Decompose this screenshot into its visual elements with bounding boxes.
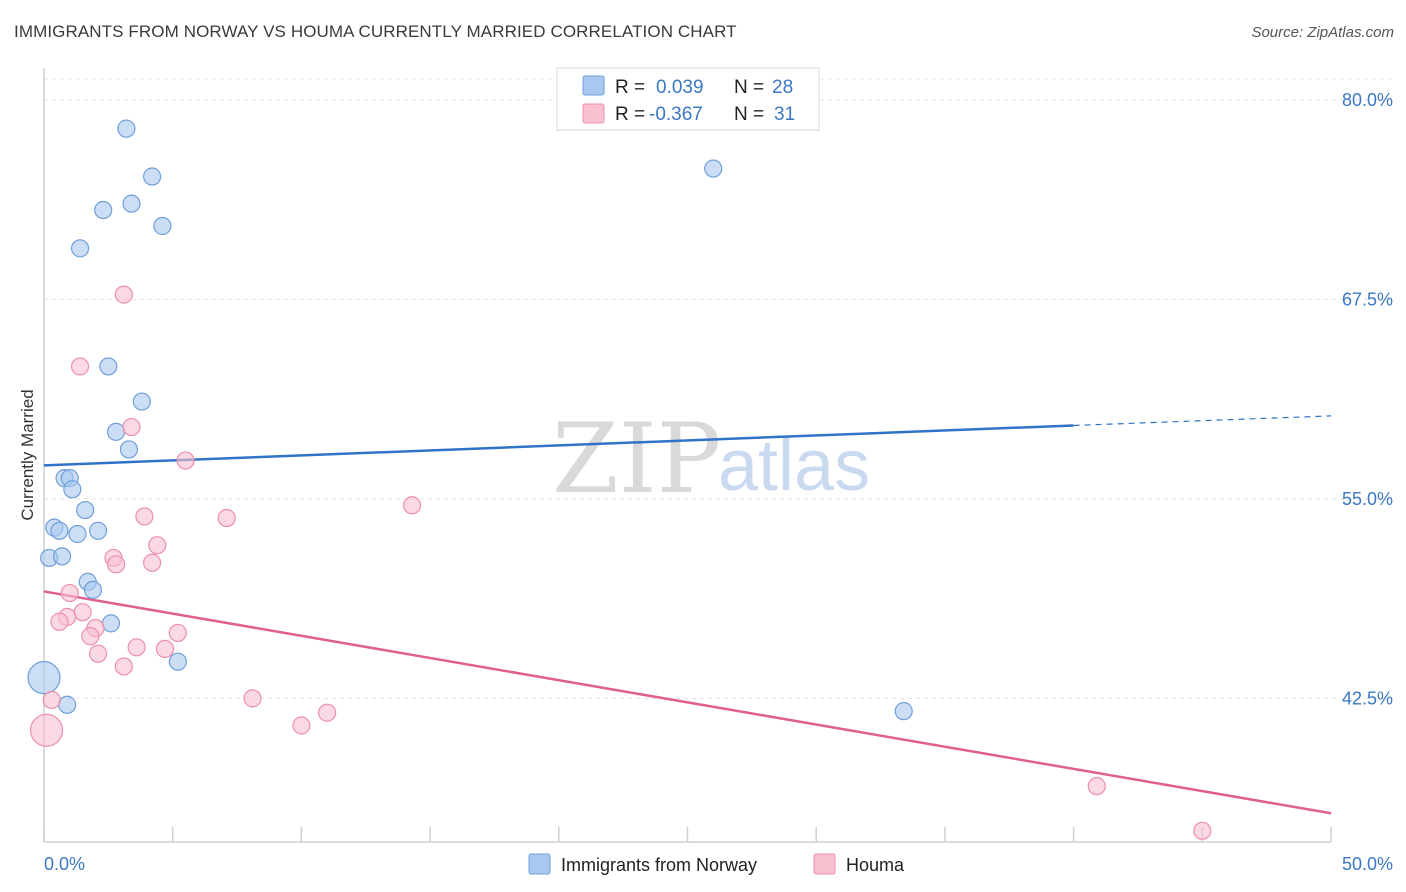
series-legend-label-norway: Immigrants from Norway [561, 855, 757, 875]
point-houma [42, 690, 61, 710]
point-houma [88, 644, 108, 663]
point-houma [29, 713, 64, 747]
point-houma [70, 357, 90, 376]
point-houma [155, 639, 175, 658]
legend-swatch-norway [582, 75, 605, 96]
point-norway [68, 524, 87, 544]
y-tick-label: 80.0% [1342, 90, 1393, 110]
point-houma [176, 451, 195, 470]
y-tick-label: 67.5% [1342, 289, 1393, 309]
watermark-zip: ZIP [552, 403, 721, 515]
point-houma [122, 417, 141, 437]
legend-n-value-norway: 28 [772, 77, 793, 98]
point-norway [52, 547, 72, 566]
point-norway [132, 392, 151, 411]
point-houma [143, 553, 162, 572]
point-norway [119, 440, 139, 459]
point-houma [292, 716, 311, 735]
y-tick-label: 42.5% [1342, 688, 1393, 708]
point-houma [60, 583, 79, 603]
legend-r-label-norway: R = [615, 77, 645, 98]
data-points [27, 119, 1212, 840]
legend-r-value-norway: 0.039 [656, 77, 704, 98]
point-norway [117, 119, 136, 138]
trend-line-houma [43, 590, 1332, 815]
point-houma [106, 555, 126, 574]
point-norway [27, 661, 61, 695]
point-houma [217, 508, 236, 528]
series-legend: Immigrants from Norway Houma [528, 853, 905, 875]
point-houma [168, 623, 187, 643]
point-norway [106, 422, 126, 441]
point-houma [1087, 777, 1106, 796]
point-houma [114, 285, 133, 304]
correlation-legend: R = 0.039 N = 28 R = -0.367 N = 31 [556, 67, 820, 131]
point-houma [318, 703, 337, 722]
point-norway [153, 216, 172, 236]
trend-line-norway-extension [1073, 415, 1332, 427]
trend-lines [43, 415, 1332, 815]
x-tick-marks [43, 827, 1332, 842]
series-legend-swatch-norway [528, 853, 551, 875]
point-houma [73, 603, 92, 622]
point-houma [1193, 821, 1212, 840]
point-norway [894, 702, 913, 721]
point-norway [58, 695, 77, 714]
point-norway [63, 480, 82, 499]
point-houma [148, 536, 167, 555]
x-tick-label-max: 50.0% [1342, 854, 1393, 874]
x-tick-label-min: 0.0% [44, 854, 85, 874]
series-legend-swatch-houma [813, 853, 836, 875]
chart-title: IMMIGRANTS FROM NORWAY VS HOUMA CURRENTL… [14, 22, 737, 41]
point-norway [70, 239, 90, 258]
legend-r-value-houma: -0.367 [649, 104, 703, 125]
point-houma [50, 612, 69, 631]
point-norway [99, 357, 118, 376]
legend-n-value-houma: 31 [774, 104, 795, 125]
series-legend-label-houma: Houma [846, 855, 905, 875]
point-norway [88, 521, 108, 540]
point-norway [122, 194, 141, 213]
point-norway [50, 521, 69, 540]
point-norway [76, 500, 95, 520]
point-norway [94, 200, 113, 220]
legend-n-label-houma: N = [734, 104, 764, 125]
point-norway [143, 167, 162, 186]
legend-n-label-norway: N = [734, 77, 764, 98]
point-houma [135, 507, 154, 526]
legend-swatch-houma [582, 103, 605, 124]
point-houma [127, 638, 146, 657]
y-tick-label: 55.0% [1342, 489, 1393, 509]
point-houma [114, 657, 133, 676]
point-houma [402, 496, 422, 515]
y-tick-labels: 42.5% 55.0% 67.5% 80.0% [1342, 90, 1393, 708]
point-norway [704, 159, 723, 178]
point-norway [83, 580, 103, 599]
point-houma [243, 689, 262, 708]
y-axis-label: Currently Married [18, 389, 37, 520]
source-label: Source: ZipAtlas.com [1251, 24, 1394, 41]
point-houma [81, 627, 100, 646]
legend-r-label-houma: R = [615, 104, 645, 125]
point-norway [101, 614, 121, 633]
trend-line-norway [43, 424, 1074, 467]
point-norway [168, 652, 187, 671]
